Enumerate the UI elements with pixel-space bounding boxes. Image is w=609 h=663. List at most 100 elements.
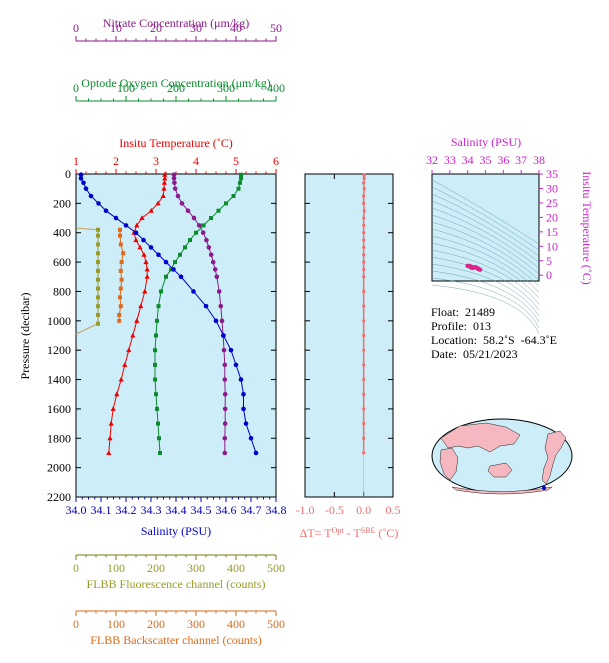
ts-density-contour <box>431 235 540 293</box>
pressure-tick-label: 1400 <box>47 373 71 387</box>
nitrate-point <box>221 347 227 353</box>
nitrate-line <box>173 174 226 453</box>
temperature-tick-label: 2 <box>113 154 119 168</box>
oxygen-point <box>153 377 157 382</box>
oxygen-point <box>209 216 213 221</box>
salinity-point <box>171 267 176 272</box>
ts-temperature-tick-label: 30 <box>546 181 558 195</box>
ts-temperature-title: Insitu Temperature (˚C) <box>580 171 594 285</box>
backscatter-point <box>118 227 122 232</box>
delta-point <box>362 363 366 367</box>
delta-point <box>362 209 366 213</box>
salinity-point <box>243 421 249 426</box>
ts-density-contour <box>431 242 540 299</box>
world-map <box>431 418 573 495</box>
delta-point <box>362 223 366 227</box>
nitrate-point <box>171 172 177 178</box>
fluorescence-tick-label: 200 <box>147 561 165 575</box>
fluorescence-tick-label: 300 <box>187 561 205 575</box>
salinity-point <box>83 186 89 191</box>
delta-tick-label: -1.0 <box>296 503 315 517</box>
nitrate-point <box>172 186 178 191</box>
fluorescence-axis-title: FLBB Fluorescence channel (counts) <box>87 577 266 591</box>
oxygen-point <box>169 267 173 272</box>
fluorescence-point <box>96 286 100 291</box>
oxygen-point <box>238 180 242 185</box>
backscatter-tick-label: 0 <box>73 617 79 631</box>
map-land-americas <box>541 430 567 485</box>
date-label: Date: 05/21/2023 <box>431 347 518 361</box>
oxygen-point <box>155 406 159 411</box>
delta-tick-label: 0.0 <box>356 503 371 517</box>
backscatter-point <box>118 295 122 300</box>
backscatter-tick-label: 400 <box>227 617 245 631</box>
temperature-point <box>110 406 116 411</box>
oxygen-point <box>154 333 158 338</box>
delta-tick-label: 0.5 <box>386 503 401 517</box>
oxygen-point <box>173 260 177 265</box>
profile-label: Profile: 013 <box>431 319 491 333</box>
ts-temperature-tick-label: 20 <box>546 210 558 224</box>
delta-point <box>362 187 366 191</box>
delta-point <box>362 333 366 338</box>
fluorescence-point <box>96 277 100 282</box>
salinity-point <box>241 391 246 397</box>
ts-temperature-tick-label: 25 <box>546 196 558 210</box>
salinity-tick-label: 34.7 <box>241 503 262 517</box>
temperature-point <box>107 435 113 441</box>
fluorescence-point <box>96 304 100 309</box>
oxygen-line <box>154 174 242 453</box>
backscatter-point <box>119 277 124 282</box>
fluorescence-point <box>96 251 100 256</box>
delta-point <box>362 181 366 185</box>
oxygen-point <box>153 348 157 353</box>
temperature-point <box>162 171 168 177</box>
nitrate-point <box>222 450 228 456</box>
temperature-point <box>134 222 140 228</box>
oxygen-tick-label: 300 <box>217 81 235 95</box>
map-land-antarctica <box>451 486 553 495</box>
oxygen-point <box>236 186 241 191</box>
temperature-point <box>162 175 168 181</box>
salinity-point <box>253 450 259 456</box>
salinity-point <box>81 180 86 186</box>
ts-salinity-tick-label: 35 <box>480 153 492 167</box>
ts-temperature-tick-label: 0 <box>546 268 552 282</box>
nitrate-point <box>219 318 225 324</box>
salinity-point <box>96 201 101 206</box>
oxygen-point <box>156 304 161 309</box>
temperature-point <box>161 180 167 185</box>
float-label: Float: 21489 <box>431 305 496 319</box>
salinity-point <box>213 318 219 324</box>
nitrate-tick-label: 50 <box>270 21 282 35</box>
nitrate-point <box>222 421 228 426</box>
backscatter-point <box>118 233 122 238</box>
ts-temperature-tick-label: 10 <box>546 239 558 253</box>
temperature-point <box>144 266 150 272</box>
backscatter-point <box>119 260 124 265</box>
delta-tick-label: -0.5 <box>325 503 344 517</box>
backscatter-tick-label: 500 <box>267 617 285 631</box>
salinity-tick-label: 34.5 <box>191 503 212 517</box>
oxygen-point <box>164 274 168 279</box>
temperature-line <box>108 174 166 453</box>
map-land-australia <box>487 462 513 478</box>
flbb-connector-bottom <box>75 323 99 335</box>
salinity-point <box>123 223 129 228</box>
salinity-point <box>178 274 184 280</box>
delta-point <box>362 377 366 382</box>
oxygen-tick-label: 400 <box>267 81 285 95</box>
temperature-point <box>108 420 114 426</box>
ts-point <box>467 263 472 269</box>
oxygen-point <box>201 223 206 228</box>
backscatter-tick-label: 100 <box>107 617 125 631</box>
backscatter-axis-title: FLBB Backscatter channel (counts) <box>90 633 262 647</box>
pressure-tick-label: 2000 <box>47 461 71 475</box>
temperature-point <box>106 450 112 455</box>
salinity-point <box>78 176 84 181</box>
backscatter-point <box>118 242 123 247</box>
fluorescence-point <box>96 227 100 232</box>
oxygen-point <box>155 318 159 323</box>
oxygen-point <box>231 194 236 199</box>
